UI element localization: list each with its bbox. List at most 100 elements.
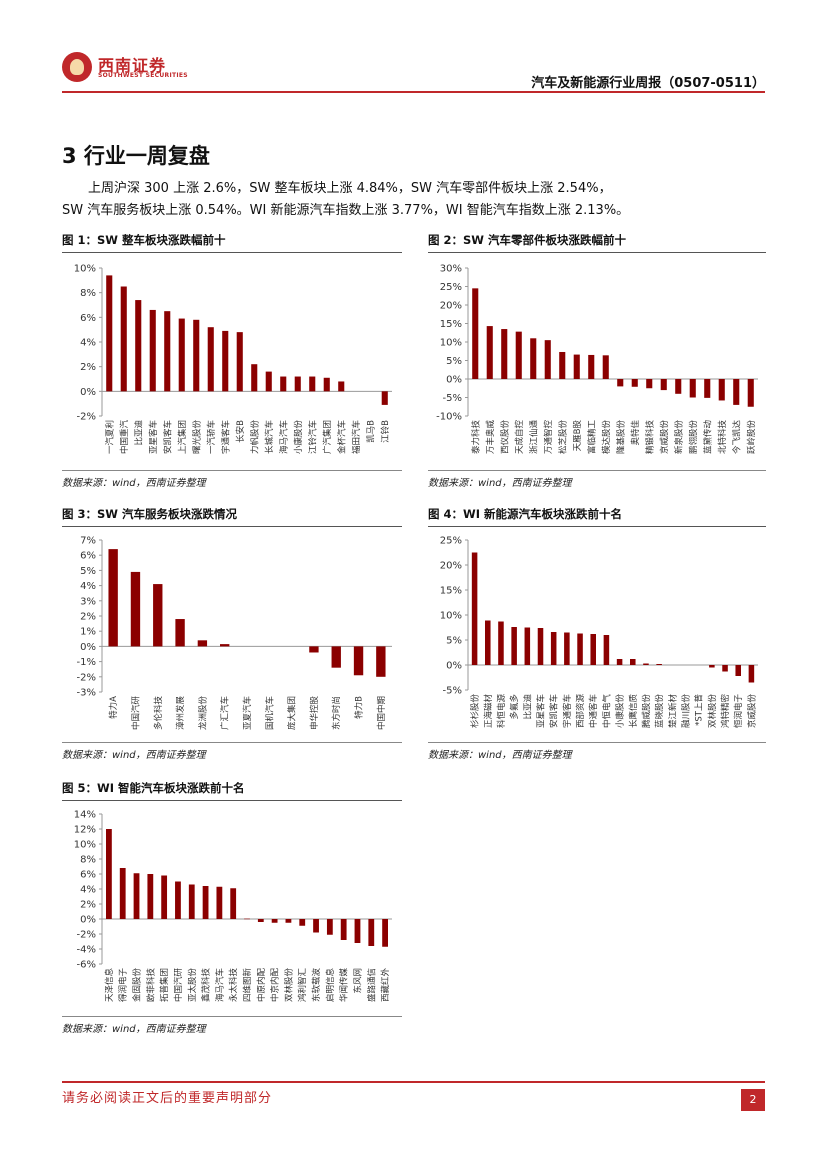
y-tick-label: -2% (77, 672, 96, 683)
category-label: 东风网 (352, 968, 363, 994)
y-tick-label: 6% (80, 870, 96, 881)
bar-9 (577, 633, 583, 665)
category-label: 鑫茂科技 (201, 968, 212, 1003)
category-label: 北特科技 (717, 420, 728, 455)
category-label: 比亚迪 (522, 694, 533, 720)
y-tick-label: 12% (74, 825, 96, 836)
bar-1 (472, 288, 479, 379)
category-label: 申华控股 (309, 696, 320, 731)
figure-5-title-rule (62, 800, 402, 801)
category-label: 中原内配 (256, 968, 267, 1003)
category-label: 四维图新 (242, 968, 253, 1003)
bar-2 (130, 571, 141, 647)
bar-8 (207, 327, 214, 392)
category-label: 长城汽车 (264, 420, 275, 454)
bar-13 (630, 659, 636, 665)
category-label: 江铃B (380, 420, 391, 443)
category-label: 海马汽车 (214, 968, 225, 1002)
category-label: 天成自控 (514, 420, 525, 455)
category-label: 中国重汽 (119, 420, 130, 455)
category-label: 多伦科技 (153, 696, 164, 731)
bar-15 (299, 919, 306, 926)
y-tick-label: 6% (80, 313, 96, 324)
bar-1 (108, 549, 118, 647)
bar-13 (646, 379, 653, 389)
category-label: *ST上普 (694, 694, 705, 726)
bar-12 (265, 371, 272, 392)
bar-10 (230, 888, 237, 919)
y-tick-label: 4% (80, 885, 96, 896)
bar-6 (537, 628, 544, 665)
category-label: 奥特佳 (630, 420, 641, 446)
y-tick-label: -2% (77, 930, 96, 941)
category-label: 楚江新材 (667, 694, 678, 729)
y-tick-label: 5% (80, 566, 96, 577)
category-label: 鸿特精密 (720, 694, 731, 729)
y-tick-label: 2% (80, 612, 96, 623)
bar-2 (119, 868, 126, 919)
bar-5 (197, 640, 208, 647)
category-label: 凯马B (365, 420, 376, 443)
bar-4 (515, 331, 522, 379)
category-label: 松芝股份 (557, 420, 568, 455)
category-label: 宇通客车 (562, 694, 573, 728)
category-label: 西仪股份 (499, 420, 510, 455)
y-tick-label: 0% (446, 661, 462, 672)
bar-12 (353, 646, 364, 676)
category-label: 特力B (354, 696, 365, 719)
bar-3 (501, 329, 508, 379)
category-label: 永太科技 (228, 968, 239, 1003)
bar-15 (309, 376, 316, 392)
figure-1-source: 数据来源：wind，西南证券整理 (62, 478, 206, 489)
figure-3-bottom-rule (62, 742, 402, 743)
page-number: 2 (741, 1089, 765, 1111)
y-tick-label: -10% (436, 412, 462, 423)
figure-1-title-rule (62, 252, 402, 253)
category-label: 一汽轿车 (206, 420, 217, 454)
category-label: 盛路通信 (366, 968, 377, 1003)
figure-4-chart: -5% 0% 5% 10% 15% 20% 25% 杉杉股份 正海磁材 科恒电源 多氟多 比亚迪 亚星客… (440, 536, 758, 729)
category-label: 杉杉股份 (470, 694, 481, 729)
category-label: 江铃汽车 (307, 420, 318, 454)
category-label: 小康股份 (293, 420, 304, 455)
bar-9 (222, 330, 229, 392)
category-label: 拓普集团 (159, 968, 170, 1002)
y-tick-label: -2% (77, 412, 96, 423)
category-label: 富临精工 (586, 420, 597, 455)
y-tick-label: 7% (80, 536, 96, 547)
category-label: 宇通客车 (220, 420, 231, 454)
header-divider (62, 91, 765, 93)
y-tick-label: 0% (446, 375, 462, 386)
bar-2 (485, 620, 491, 665)
category-label: 融川股份 (681, 694, 692, 729)
bar-13 (280, 376, 287, 392)
bar-10 (602, 355, 609, 379)
bar-17 (704, 379, 711, 398)
bar-5 (164, 311, 171, 392)
category-label: 上汽集团 (177, 420, 188, 454)
y-tick-label: 2% (80, 900, 96, 911)
y-tick-label: 8% (80, 855, 96, 866)
y-tick-label: 5% (446, 636, 462, 647)
bar-8 (573, 354, 580, 379)
y-tick-label: 6% (80, 551, 96, 562)
y-tick-label: 2% (80, 362, 96, 373)
bar-8 (564, 632, 570, 665)
y-tick-label: 5% (446, 356, 462, 367)
figure-4-source: 数据来源：wind，西南证券整理 (428, 750, 572, 761)
bar-18 (340, 919, 347, 940)
category-label: 恒润电子 (733, 694, 744, 729)
section-title: 3 行业一周复盘 (62, 144, 210, 168)
bar-1 (106, 275, 113, 392)
category-label: 科恒电源 (496, 694, 507, 729)
category-label: 庞大集团 (287, 696, 298, 730)
figure-5-bottom-rule (62, 1016, 402, 1017)
figure-3-chart: -3% -2% -1% 0% 1% 2% 3% 4% 5% 6% 7% 特力A 中国汽研 多伦科技 漳州发展… (77, 536, 392, 731)
category-label: 漳州发展 (175, 696, 186, 731)
y-tick-label: 4% (80, 581, 96, 592)
category-label: 金固股份 (132, 968, 143, 1003)
category-label: 多氟多 (509, 694, 520, 720)
category-label: 中京内配 (270, 968, 281, 1003)
bar-13 (376, 646, 386, 677)
category-label: 万丰奥威 (485, 420, 496, 455)
